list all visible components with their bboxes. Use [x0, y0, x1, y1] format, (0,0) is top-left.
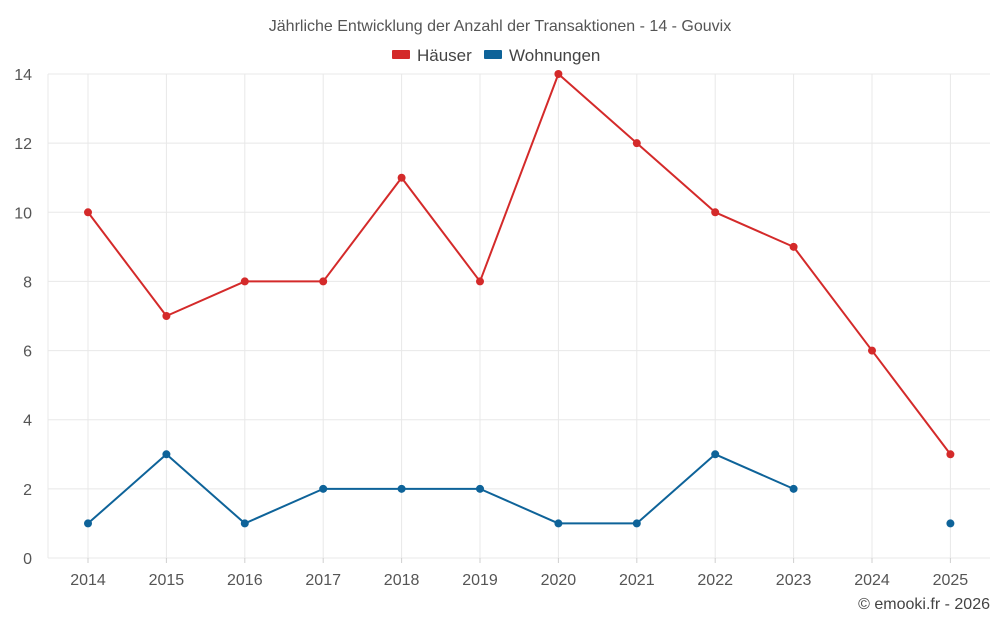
y-tick-label: 12 — [14, 136, 32, 153]
data-point-haeuser-2022[interactable] — [711, 208, 720, 217]
x-tick-label: 2014 — [70, 572, 106, 589]
legend: Häuser Wohnungen — [392, 46, 600, 65]
y-tick-label: 14 — [14, 67, 32, 84]
grid — [47, 73, 990, 563]
data-point-wohnungen-2014[interactable] — [84, 519, 92, 528]
data-point-haeuser-2014[interactable] — [84, 208, 92, 217]
data-point-wohnungen-2025[interactable] — [946, 519, 955, 528]
series-line-wohnungen — [87, 453, 795, 525]
credit-label: © emooki.fr - 2026 — [858, 596, 990, 613]
x-tick-label: 2017 — [305, 572, 341, 589]
data-point-haeuser-2025[interactable] — [946, 450, 955, 459]
data-point-wohnungen-2015[interactable] — [162, 450, 171, 459]
y-tick-label: 2 — [23, 482, 32, 499]
data-point-wohnungen-2017[interactable] — [319, 484, 328, 493]
x-tick-label: 2023 — [776, 572, 812, 589]
data-point-haeuser-2021[interactable] — [632, 139, 641, 148]
x-tick-label: 2022 — [697, 572, 733, 589]
x-axis-ticks: 2014 2015 2016 2017 2018 2019 2020 2021 2022 2023… — [70, 572, 968, 589]
data-point-wohnungen-2018[interactable] — [397, 484, 406, 493]
data-point-wohnungen-2019[interactable] — [476, 484, 484, 493]
chart-title: Jährliche Entwicklung der Anzahl der Tra… — [269, 18, 731, 35]
data-point-wohnungen-2021[interactable] — [632, 519, 641, 528]
legend-swatch-haeuser — [392, 50, 410, 59]
data-point-haeuser-2016[interactable] — [240, 277, 249, 286]
data-point-wohnungen-2022[interactable] — [711, 450, 720, 459]
legend-swatch-wohnungen — [484, 50, 502, 59]
data-point-haeuser-2019[interactable] — [476, 277, 484, 286]
data-point-haeuser-2023[interactable] — [789, 242, 798, 251]
series — [84, 70, 955, 528]
y-tick-label: 0 — [23, 551, 32, 568]
data-point-haeuser-2024[interactable] — [868, 346, 876, 355]
data-point-haeuser-2015[interactable] — [162, 312, 171, 320]
x-tick-label: 2024 — [854, 572, 890, 589]
y-axis-ticks: 0 2 4 6 8 10 12 14 — [14, 67, 32, 568]
x-tick-label: 2021 — [619, 572, 655, 589]
data-point-haeuser-2017[interactable] — [319, 277, 328, 286]
x-tick-label: 2016 — [227, 572, 263, 589]
data-point-haeuser-2020[interactable] — [554, 70, 563, 78]
y-tick-label: 10 — [14, 205, 32, 222]
data-point-wohnungen-2023[interactable] — [789, 484, 798, 493]
series-line-haeuser — [87, 73, 952, 455]
y-tick-label: 6 — [23, 344, 32, 361]
legend-label-haeuser: Häuser — [417, 46, 472, 65]
y-tick-label: 4 — [23, 413, 32, 430]
legend-item-wohnungen[interactable]: Wohnungen — [484, 46, 600, 65]
x-tick-label: 2025 — [933, 572, 969, 589]
data-point-haeuser-2018[interactable] — [397, 173, 406, 182]
x-tick-label: 2020 — [541, 572, 577, 589]
data-point-wohnungen-2016[interactable] — [240, 519, 249, 528]
x-tick-label: 2015 — [149, 572, 185, 589]
y-tick-label: 8 — [23, 274, 32, 291]
legend-item-haeuser[interactable]: Häuser — [392, 46, 472, 65]
data-point-wohnungen-2020[interactable] — [554, 519, 563, 528]
x-tick-label: 2019 — [462, 572, 498, 589]
x-tick-label: 2018 — [384, 572, 420, 589]
legend-label-wohnungen: Wohnungen — [509, 46, 600, 65]
